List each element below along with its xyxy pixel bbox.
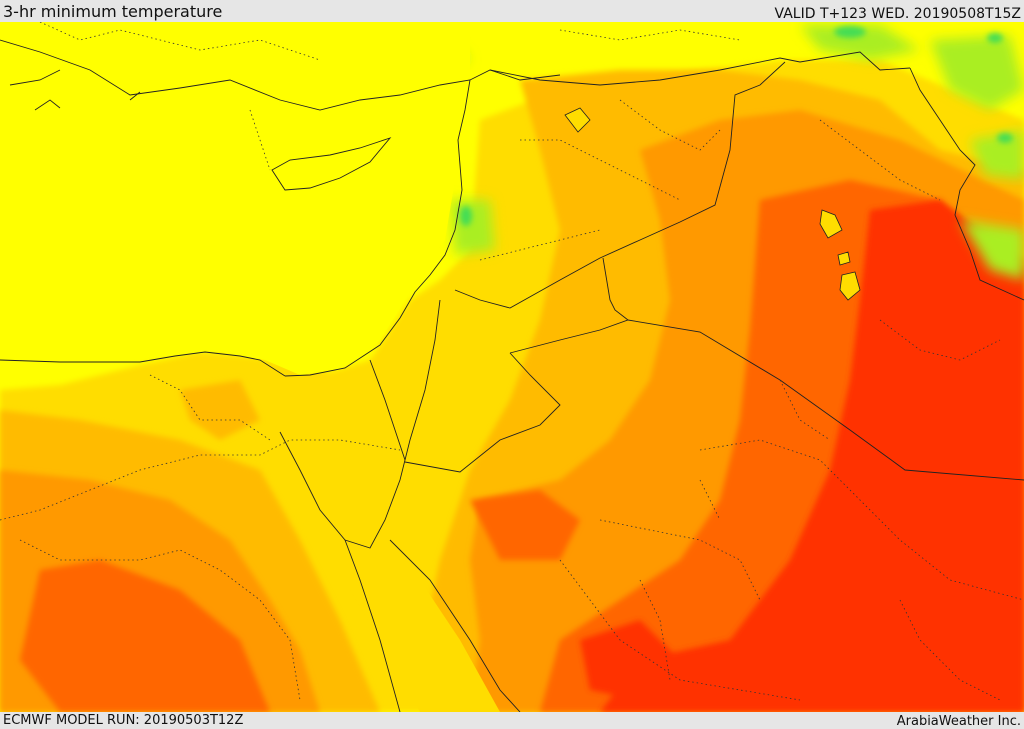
province-borders [0,22,1024,701]
weather-map [0,22,1024,712]
credit-label: ArabiaWeather Inc. [896,714,1021,729]
country-borders [369,51,1024,481]
temperature-map-svg [0,22,1024,712]
footer-bar: ECMWF MODEL RUN: 20190503T12Z ArabiaWeat… [0,712,1024,729]
temperature-band-red [580,200,1024,712]
header-bar: 3-hr minimum temperature VALID T+123 WED… [0,0,1024,22]
red-sea [350,540,500,712]
model-run-label: ECMWF MODEL RUN: 20190503T12Z [3,713,244,728]
lakes [564,107,861,301]
coastlines [0,39,561,712]
valid-time: VALID T+123 WED. 20190508T15Z [774,6,1021,22]
mediterranean-sea [0,22,470,375]
map-title: 3-hr minimum temperature [3,2,223,21]
